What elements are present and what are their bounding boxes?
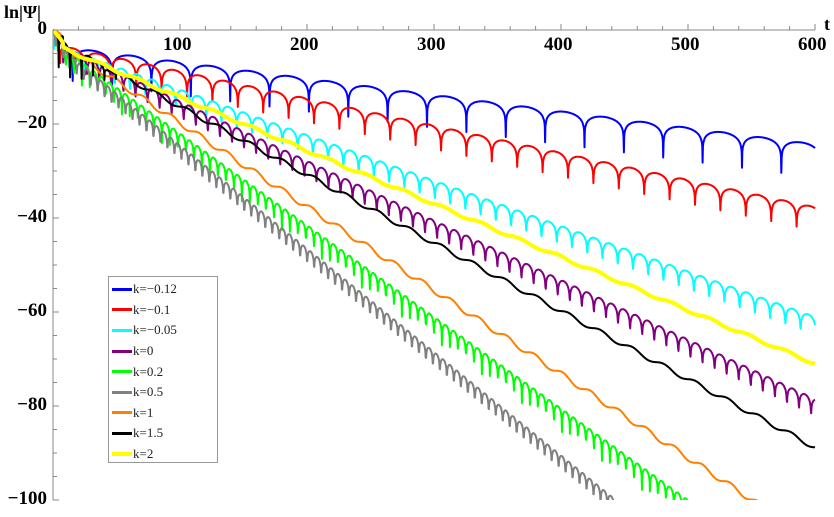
y-tick-label: −100	[7, 488, 47, 509]
legend-swatch-icon	[112, 452, 132, 457]
series-line-6	[53, 29, 759, 500]
x-tick-label: 100	[163, 34, 192, 55]
legend-item: k=−0.12	[109, 279, 217, 300]
legend-item: k=0.5	[109, 382, 217, 403]
legend-swatch-icon	[112, 287, 132, 291]
legend-swatch-icon	[112, 411, 132, 415]
legend-swatch-icon	[112, 431, 132, 435]
legend-item: k=0.2	[109, 361, 217, 382]
legend-item: k=0	[109, 341, 217, 362]
legend-item: k=−0.1	[109, 300, 217, 321]
series-line-0	[53, 29, 816, 174]
legend-label: k=1	[133, 404, 154, 420]
legend-swatch-icon	[112, 370, 132, 374]
x-tick-label: 600	[798, 34, 827, 55]
x-tick-label: 200	[290, 34, 319, 55]
legend-item: k=−0.05	[109, 320, 217, 341]
x-axis-title: t	[824, 14, 830, 34]
y-tick-label: 0	[37, 18, 48, 39]
x-tick-label: 400	[544, 34, 573, 55]
x-tick-label: 300	[417, 34, 446, 55]
y-tick-label: −20	[17, 112, 47, 133]
legend-swatch-icon	[112, 308, 132, 312]
series-line-8	[53, 28, 817, 366]
legend-swatch-icon	[112, 328, 132, 332]
series-line-1	[53, 30, 816, 228]
series-line-7	[53, 29, 816, 449]
series-line-2	[53, 36, 816, 330]
legend-swatch-icon	[112, 349, 132, 353]
series-line-3	[53, 31, 816, 415]
y-axis-title: ln|Ψ|	[4, 2, 41, 22]
legend-swatch-icon	[112, 390, 132, 394]
legend-label: k=−0.1	[133, 301, 171, 317]
chart-axes	[52, 24, 816, 501]
legend-label: k=−0.12	[133, 281, 177, 297]
legend-label: k=0.2	[133, 363, 164, 379]
legend-label: k=2	[133, 446, 154, 462]
chart-series-group	[53, 28, 817, 500]
legend-label: k=−0.05	[133, 322, 177, 338]
chart-legend: k=−0.12 k=−0.1 k=−0.05 k=0 k=0.2 k=0.5 k=1 k=1.…	[108, 276, 218, 463]
legend-item: k=1.5	[109, 423, 217, 444]
legend-item: k=1	[109, 403, 217, 424]
y-tick-label: −60	[17, 300, 47, 321]
x-tick-label: 500	[671, 34, 700, 55]
y-tick-label: −80	[17, 394, 47, 415]
series-line-5	[53, 29, 615, 500]
legend-label: k=0	[133, 343, 154, 359]
legend-label: k=1.5	[133, 425, 164, 441]
series-line-4	[53, 29, 689, 500]
legend-label: k=0.5	[133, 384, 164, 400]
y-tick-label: −40	[17, 206, 47, 227]
legend-item: k=2	[109, 444, 217, 465]
